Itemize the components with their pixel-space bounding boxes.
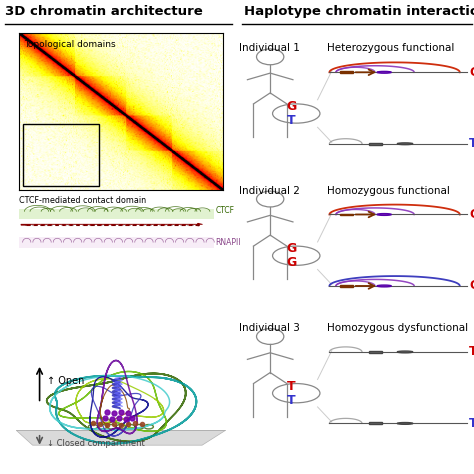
- Text: T: T: [287, 393, 295, 407]
- Text: Haplotype chromatin interaction: Haplotype chromatin interaction: [244, 5, 474, 18]
- FancyArrow shape: [21, 224, 202, 226]
- Text: T: T: [469, 137, 474, 150]
- Bar: [340, 213, 353, 216]
- Ellipse shape: [377, 72, 392, 73]
- Text: Individual 2: Individual 2: [239, 186, 300, 196]
- Ellipse shape: [397, 143, 413, 145]
- Text: Homozygous dysfunctional: Homozygous dysfunctional: [327, 323, 468, 333]
- Text: T: T: [287, 380, 295, 393]
- Text: G: G: [469, 280, 474, 292]
- Text: ↑ Open: ↑ Open: [46, 376, 84, 386]
- Polygon shape: [16, 430, 226, 445]
- Bar: [340, 285, 353, 287]
- Text: G: G: [287, 100, 297, 113]
- Text: Topological domains: Topological domains: [25, 40, 116, 49]
- Ellipse shape: [397, 422, 413, 424]
- Text: 3D chromatin architecture: 3D chromatin architecture: [5, 5, 202, 18]
- Text: T: T: [287, 114, 295, 127]
- Bar: [369, 351, 382, 353]
- Text: CTCF-mediated contact domain: CTCF-mediated contact domain: [19, 196, 146, 205]
- Text: Homozygous functional: Homozygous functional: [327, 186, 450, 196]
- Text: RNAPII: RNAPII: [215, 237, 241, 246]
- Text: Individual 3: Individual 3: [239, 323, 300, 333]
- Ellipse shape: [377, 285, 392, 287]
- Bar: [369, 143, 382, 145]
- Text: G: G: [469, 66, 474, 79]
- Text: ↓ Closed compartment: ↓ Closed compartment: [46, 439, 144, 448]
- Text: T: T: [469, 346, 474, 358]
- Text: Heterozygous functional: Heterozygous functional: [327, 44, 455, 54]
- Ellipse shape: [397, 351, 413, 353]
- Text: CTCF: CTCF: [215, 206, 234, 215]
- Text: G: G: [469, 208, 474, 221]
- Bar: [19, 209, 213, 219]
- Text: T: T: [469, 417, 474, 430]
- Polygon shape: [175, 46, 200, 438]
- Text: Individual 1: Individual 1: [239, 44, 300, 54]
- Bar: [340, 71, 353, 73]
- Bar: [19, 237, 213, 247]
- Text: G: G: [287, 256, 297, 269]
- Text: G: G: [287, 242, 297, 255]
- Ellipse shape: [377, 214, 392, 215]
- Bar: [369, 422, 382, 424]
- Bar: [23, 124, 99, 186]
